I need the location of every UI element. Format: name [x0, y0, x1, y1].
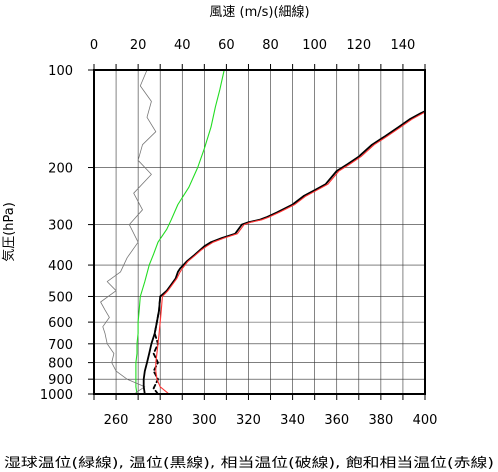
- y-tick-label: 300: [48, 219, 73, 234]
- y-tick-label: 800: [48, 357, 73, 372]
- x-tick-label: 380: [368, 413, 393, 428]
- y-tick-label: 900: [48, 373, 73, 388]
- wind-tick-label: 40: [174, 38, 191, 53]
- x-axis-title: 湿球温位(緑線), 温位(黒線), 相当温位(破線), 飽和相当温位(赤線): [4, 455, 494, 471]
- y-tick-label: 400: [48, 259, 73, 274]
- wind-tick-label: 0: [90, 38, 98, 53]
- grid: [94, 70, 425, 394]
- y-tick-label: 500: [48, 290, 73, 305]
- top-axis-title: 風速 (m/s)(細線): [209, 4, 309, 20]
- wind-tick-label: 20: [130, 38, 147, 53]
- series-line-3: [152, 295, 162, 395]
- y-tick-label: 700: [48, 338, 73, 353]
- plot-frame: [93, 69, 426, 395]
- wind-tick-label: 60: [218, 38, 235, 53]
- wind-tick-label: 80: [262, 38, 279, 53]
- wind-tick-label: 120: [346, 38, 371, 53]
- x-tick-label: 280: [148, 413, 173, 428]
- wind-tick-label: 100: [302, 38, 327, 53]
- y-tick-label: 1000: [40, 388, 73, 403]
- y-tick-label: 100: [48, 64, 73, 79]
- wind-tick-label: 140: [391, 38, 416, 53]
- y-axis-title: 気圧(hPa): [1, 202, 17, 262]
- x-tick-label: 340: [280, 413, 305, 428]
- series-line-1: [100, 69, 157, 394]
- x-tick-label: 260: [104, 413, 129, 428]
- x-tick-label: 400: [413, 413, 438, 428]
- ticks: 260 280 300 320 340 360 380 400 0 20 40 60 80 100 120 1…: [40, 38, 438, 428]
- y-tick-label: 200: [48, 162, 73, 177]
- y-tick-label: 600: [48, 316, 73, 331]
- series-line-0: [135, 69, 225, 395]
- series-layer: [100, 69, 426, 395]
- series-line-4: [155, 111, 426, 395]
- x-tick-label: 320: [236, 413, 261, 428]
- x-tick-label: 360: [324, 413, 349, 428]
- series-line-2: [142, 110, 426, 395]
- plot-background: [94, 70, 425, 394]
- x-tick-label: 300: [192, 413, 217, 428]
